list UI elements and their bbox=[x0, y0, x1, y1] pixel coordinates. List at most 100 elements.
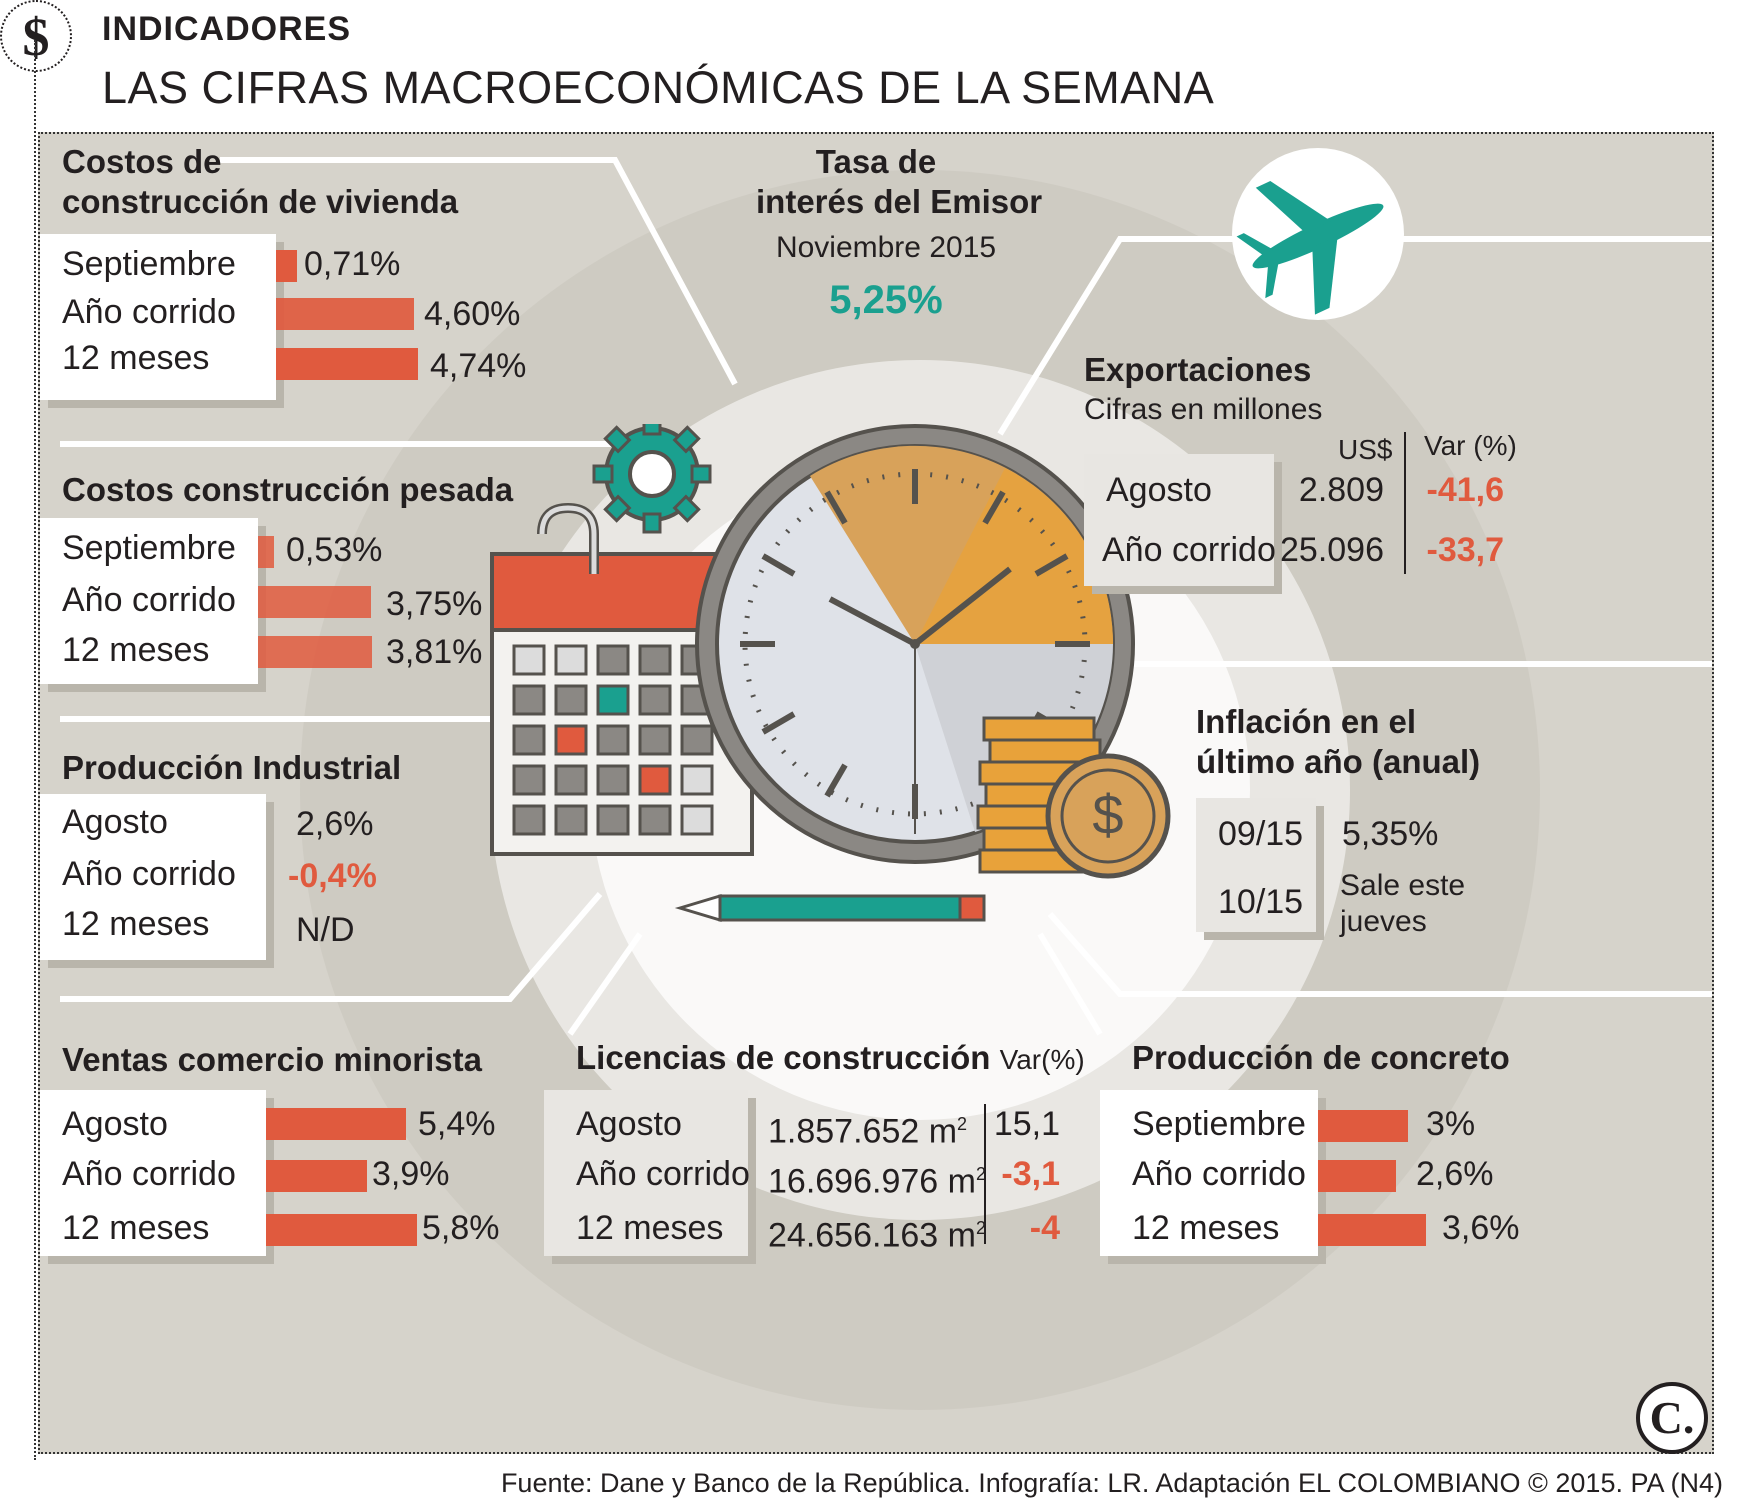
unit-superscript: 2 bbox=[975, 1164, 986, 1184]
gear-icon bbox=[592, 424, 712, 534]
row-label: Septiembre bbox=[62, 245, 236, 283]
header-kicker: INDICADORES bbox=[102, 10, 352, 48]
concreto-bar bbox=[1318, 1160, 1396, 1192]
exportaciones-title: Exportaciones bbox=[1084, 351, 1312, 388]
row-label: Año corrido bbox=[62, 1155, 236, 1193]
vivienda-card: Septiembre Año corrido 12 meses bbox=[40, 234, 276, 400]
row-label: Año corrido bbox=[62, 855, 236, 893]
minorista-title: Ventas comercio minorista bbox=[62, 1041, 482, 1078]
licencias-area-value: 1.857.652 m bbox=[768, 1112, 958, 1151]
row-label: 09/15 bbox=[1218, 815, 1304, 853]
licencias-title-suffix: Var(%) bbox=[999, 1044, 1085, 1075]
licencias-area-value: 24.656.163 m bbox=[768, 1216, 976, 1255]
pesada-bar bbox=[258, 536, 274, 568]
row-label: 10/15 bbox=[1218, 883, 1304, 921]
industrial-card: Agosto Año corrido 12 meses bbox=[40, 794, 266, 960]
concreto-bar bbox=[1318, 1110, 1408, 1142]
row-label: Año corrido bbox=[62, 293, 236, 331]
row-label: Año corrido bbox=[576, 1155, 750, 1193]
pesada-title: Costos construcción pesada bbox=[62, 471, 514, 508]
frame-dotted-line bbox=[34, 40, 36, 1460]
exportaciones-var: -33,7 bbox=[1426, 531, 1505, 569]
licencias-title: Licencias de construcción Var(%) bbox=[576, 1036, 1085, 1082]
exportaciones-usd: 2.809 bbox=[1298, 471, 1384, 509]
center-illustration: $ bbox=[490, 424, 1171, 923]
pesada-bar bbox=[258, 636, 373, 668]
concreto-bar bbox=[1318, 1214, 1426, 1246]
minorista-bar bbox=[266, 1214, 417, 1246]
row-label: Año corrido bbox=[1132, 1155, 1306, 1193]
pesada-bar bbox=[258, 586, 371, 618]
minorista-value: 5,8% bbox=[422, 1209, 500, 1247]
row-label: 12 meses bbox=[1132, 1209, 1280, 1247]
dollar-badge-icon: $ bbox=[0, 0, 72, 72]
row-label: Agosto bbox=[62, 803, 168, 841]
exportaciones-card: Agosto Año corrido bbox=[1084, 454, 1276, 586]
row-label: Septiembre bbox=[1132, 1105, 1306, 1143]
licencias-title-text: Licencias de construcción bbox=[576, 1039, 991, 1076]
vivienda-bar bbox=[276, 250, 298, 282]
inflacion-title-1: Inflación en el bbox=[1196, 703, 1417, 740]
infographic-frame: $ Costos de construcción de vivienda Sep… bbox=[38, 132, 1714, 1454]
licencias-area-value: 16.696.976 m bbox=[768, 1162, 976, 1201]
pesada-value: 3,81% bbox=[386, 633, 483, 671]
source-footer: Fuente: Dane y Banco de la República. In… bbox=[500, 1468, 1723, 1498]
vivienda-value: 0,71% bbox=[304, 245, 401, 283]
inflacion-value: 5,35% bbox=[1342, 815, 1439, 853]
minorista-value: 5,4% bbox=[418, 1105, 496, 1143]
row-label: Agosto bbox=[1106, 471, 1212, 509]
row-label: 12 meses bbox=[62, 905, 210, 943]
inflacion-pending-2: jueves bbox=[1340, 905, 1427, 938]
unit-superscript: 2 bbox=[975, 1218, 986, 1238]
emisor-title-2: interés del Emisor bbox=[756, 183, 1043, 220]
licencias-area: 24.656.163 m2 bbox=[768, 1208, 986, 1255]
licencias-area: 16.696.976 m2 bbox=[768, 1154, 986, 1201]
row-label: Agosto bbox=[576, 1105, 682, 1143]
exportaciones-divider bbox=[1404, 432, 1406, 574]
inflacion-pending-1: Sale este bbox=[1340, 869, 1466, 902]
vivienda-title-1: Costos de bbox=[62, 143, 222, 180]
page-title: LAS CIFRAS MACROECONÓMICAS DE LA SEMANA bbox=[102, 62, 1215, 113]
exportaciones-col-usd: US$ bbox=[1338, 434, 1393, 465]
pesada-card: Septiembre Año corrido 12 meses bbox=[40, 518, 258, 684]
licencias-var-negative: -4 bbox=[1029, 1209, 1060, 1247]
inflacion-title-2: último año (anual) bbox=[1196, 743, 1481, 780]
airplane-badge bbox=[1232, 148, 1404, 320]
minorista-bar bbox=[266, 1108, 407, 1140]
licencias-area: 1.857.652 m2 bbox=[768, 1104, 967, 1151]
inflacion-card: 09/15 10/15 bbox=[1196, 798, 1316, 932]
concreto-value: 3% bbox=[1426, 1105, 1476, 1143]
emisor-subtitle: Noviembre 2015 bbox=[775, 231, 997, 264]
exportaciones-var: -41,6 bbox=[1426, 471, 1505, 509]
vivienda-bar bbox=[276, 348, 419, 380]
minorista-card: Agosto Año corrido 12 meses bbox=[40, 1090, 266, 1256]
industrial-value-negative: -0,4% bbox=[288, 857, 377, 895]
concreto-value: 2,6% bbox=[1416, 1155, 1494, 1193]
row-label: Año corrido bbox=[1102, 531, 1276, 569]
row-label: 12 meses bbox=[62, 1209, 210, 1247]
unit-superscript: 2 bbox=[957, 1114, 968, 1134]
concreto-value: 3,6% bbox=[1442, 1209, 1520, 1247]
pencil-icon bbox=[674, 893, 986, 923]
industrial-value: N/D bbox=[296, 911, 355, 949]
industrial-title: Producción Industrial bbox=[62, 749, 402, 786]
industrial-value: 2,6% bbox=[296, 805, 374, 843]
exportaciones-col-var: Var (%) bbox=[1424, 430, 1517, 461]
vivienda-title-2: construcción de vivienda bbox=[62, 183, 459, 220]
vivienda-value: 4,74% bbox=[430, 347, 527, 385]
exportaciones-subtitle: Cifras en millones bbox=[1084, 393, 1323, 426]
licencias-var-negative: -3,1 bbox=[1001, 1155, 1060, 1193]
row-label: 12 meses bbox=[62, 339, 210, 377]
minorista-value: 3,9% bbox=[372, 1155, 450, 1193]
row-label: 12 meses bbox=[576, 1209, 724, 1247]
vivienda-bar bbox=[276, 298, 414, 330]
coins-icon: $ bbox=[976, 716, 1171, 879]
licencias-var: 15,1 bbox=[993, 1105, 1060, 1143]
row-label: 12 meses bbox=[62, 631, 210, 669]
pesada-value: 0,53% bbox=[286, 531, 383, 569]
row-label: Año corrido bbox=[62, 581, 236, 619]
row-label: Agosto bbox=[62, 1105, 168, 1143]
licencias-divider bbox=[984, 1104, 986, 1244]
pesada-value: 3,75% bbox=[386, 585, 483, 623]
emisor-title-1: Tasa de bbox=[815, 143, 937, 180]
